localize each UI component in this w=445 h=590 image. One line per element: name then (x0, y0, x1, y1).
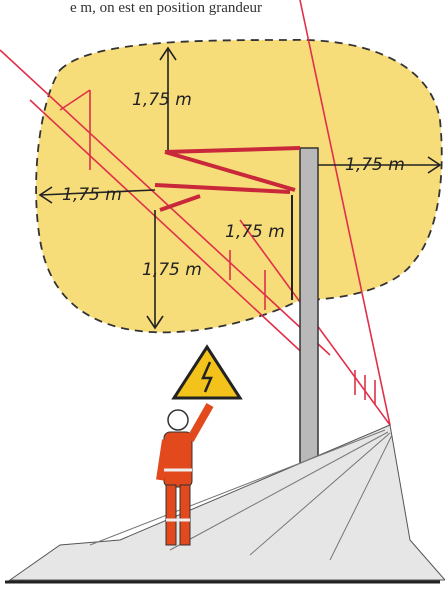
page: {"caption": "e m, on est en position gra… (0, 0, 445, 590)
distance-label: 1,75 m (62, 185, 122, 205)
caption: e m, on est en position grandeur (70, 0, 262, 16)
distance-label: 1,75 m (142, 260, 202, 280)
distance-label: 1,75 m (132, 90, 192, 110)
ground (10, 425, 445, 580)
distance-label: 1,75 m (225, 222, 285, 242)
illustration: e m, on est en position grandeur 1,75 m … (0, 0, 445, 590)
distance-label: 1,75 m (345, 155, 405, 175)
